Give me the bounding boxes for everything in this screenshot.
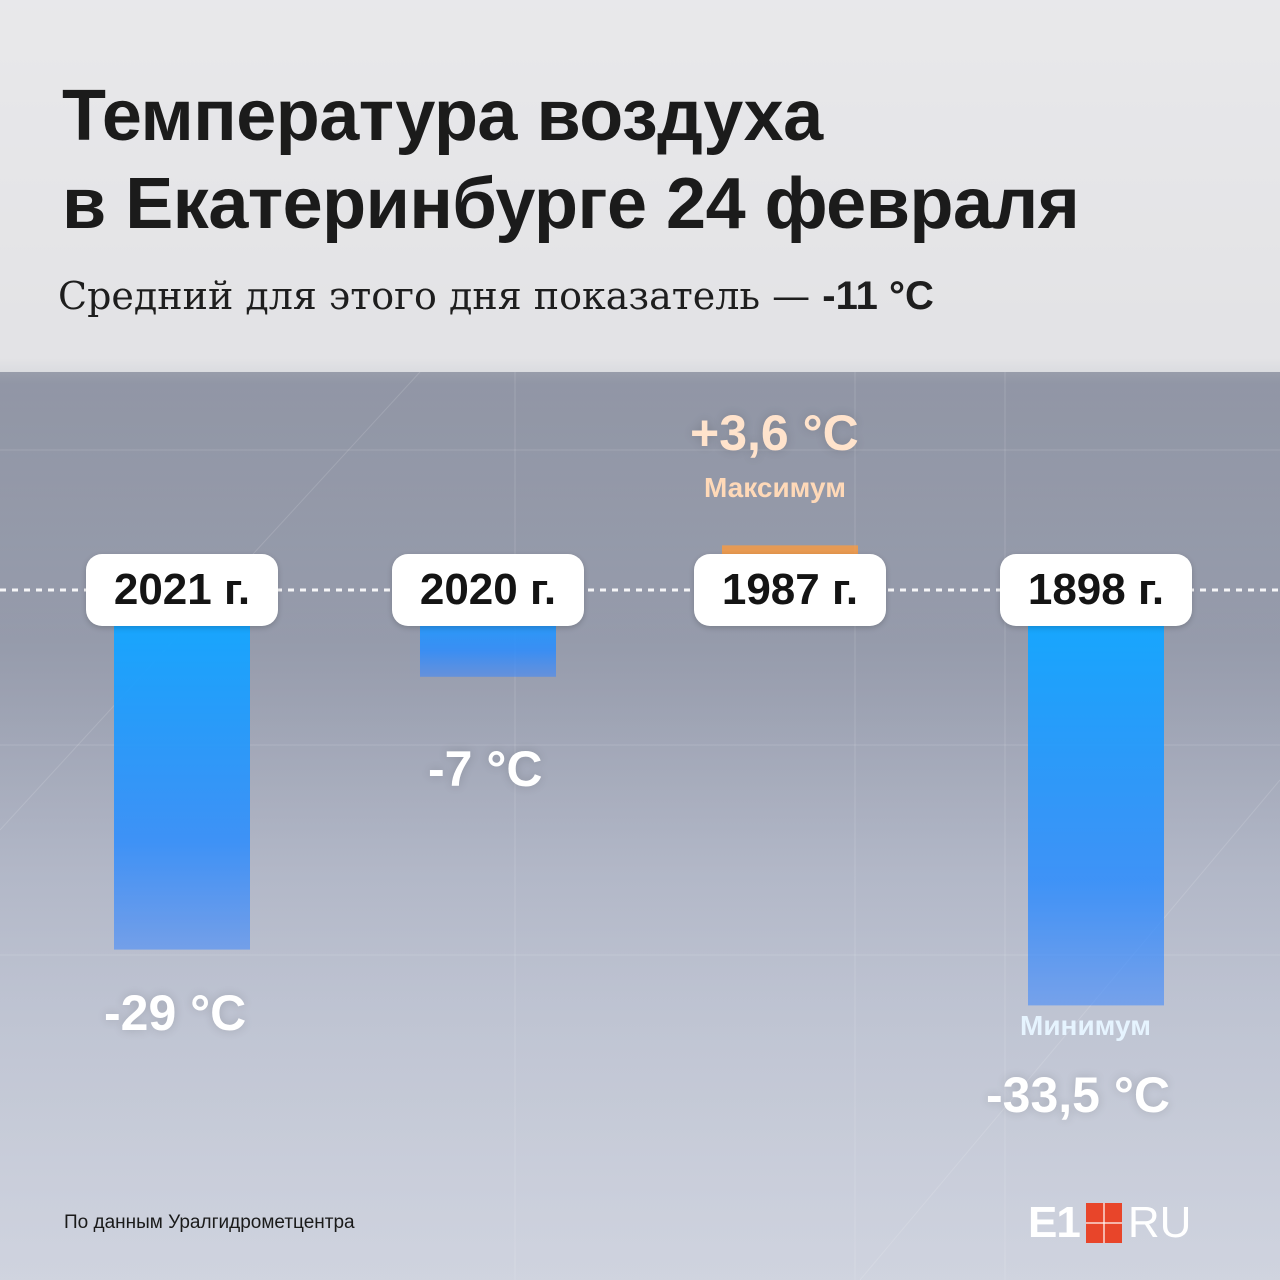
subtitle-prefix: Средний для этого дня показатель —	[58, 274, 823, 318]
max-annotation: Максимум	[704, 472, 846, 503]
data-label: -33,5 °C	[986, 1067, 1170, 1123]
data-label: -7 °C	[428, 741, 543, 797]
logo-e1-text: E1	[1028, 1198, 1081, 1247]
subtitle-average-value: -11 °C	[822, 274, 934, 318]
title-line-1: Температура воздуха	[62, 76, 823, 156]
e1-logo: E1 RU	[1028, 1198, 1191, 1248]
subtitle: Средний для этого дня показатель — -11 °…	[58, 274, 934, 319]
logo-mark-icon	[1085, 1203, 1122, 1243]
category-label: 1987 г.	[694, 554, 886, 626]
background-top-band	[0, 0, 1280, 372]
data-label: +3,6 °C	[690, 405, 859, 461]
bar-2021	[114, 590, 250, 950]
category-label: 2020 г.	[392, 554, 584, 626]
min-annotation: Минимум	[1020, 1010, 1151, 1041]
source-note: По данным Уралгидрометцентра	[64, 1212, 355, 1233]
bar-1898	[1028, 590, 1164, 1006]
page-title: Температура воздуха в Екатеринбурге 24 ф…	[62, 72, 1080, 248]
data-label: -29 °C	[104, 985, 247, 1041]
title-line-2: в Екатеринбурге 24 февраля	[62, 164, 1080, 244]
logo-ru-text: RU	[1127, 1198, 1192, 1247]
category-label: 2021 г.	[86, 554, 278, 626]
category-label: 1898 г.	[1000, 554, 1192, 626]
